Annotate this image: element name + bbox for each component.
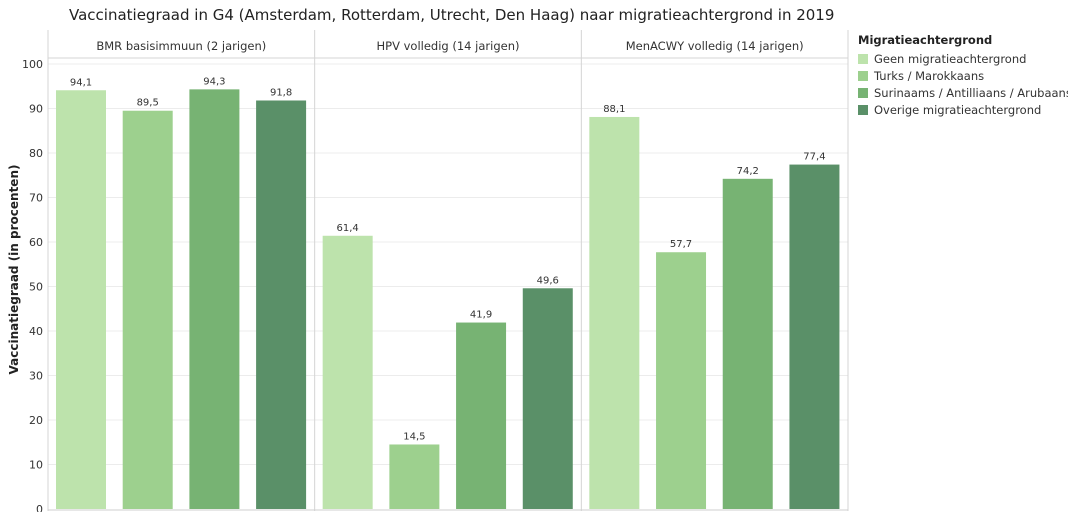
data-label: 74,2: [737, 166, 759, 177]
y-tick-label: 100: [22, 58, 43, 71]
chart-title: Vaccinatiegraad in G4 (Amsterdam, Rotter…: [69, 6, 835, 24]
legend-swatch: [858, 70, 868, 81]
bar: [589, 116, 640, 509]
legend-swatch: [858, 53, 868, 64]
data-label: 57,7: [670, 239, 692, 250]
data-label: 41,9: [470, 310, 492, 321]
data-label: 49,6: [537, 275, 559, 286]
legend-item[interactable]: Overige migratieachtergrond: [858, 101, 1068, 118]
bar: [389, 444, 440, 509]
data-label: 89,5: [137, 98, 159, 109]
chart-canvas: 0 10 20 30 40 50 60 70 80 90 100 Vaccinatiegraad (i…: [7, 30, 849, 512]
y-tick-label: 80: [29, 147, 43, 160]
y-tick-label: 70: [29, 192, 43, 205]
legend: Migratieachtergrond Geen migratieachterg…: [858, 33, 1068, 118]
data-label: 88,1: [603, 104, 625, 115]
bar: [56, 90, 106, 509]
data-label: 91,8: [270, 87, 292, 98]
bar: [456, 322, 507, 509]
bar: [256, 100, 307, 510]
y-tick-label: 10: [29, 459, 43, 472]
y-tick-label: 40: [29, 325, 43, 338]
panel-title: BMR basisimmuun (2 jarigen): [96, 39, 266, 53]
data-label: 94,1: [70, 77, 92, 88]
panel-title: MenACWY volledig (14 jarigen): [626, 39, 804, 53]
bar: [322, 235, 373, 509]
legend-swatch: [858, 87, 868, 98]
panel-title: HPV volledig (14 jarigen): [377, 39, 520, 53]
legend-item[interactable]: Geen migratieachtergrond: [858, 50, 1068, 67]
legend-swatch: [858, 104, 868, 115]
bar: [789, 164, 840, 509]
y-tick-label: 50: [29, 281, 43, 294]
y-axis-title: Vaccinatiegraad (in procenten): [7, 165, 21, 375]
data-label: 14,5: [403, 431, 425, 442]
y-tick-label: 90: [29, 103, 43, 116]
data-label: 61,4: [337, 223, 359, 234]
legend-label: Geen migratieachtergrond: [874, 51, 1027, 66]
legend-label: Surinaams / Antilliaans / Arubaans: [874, 85, 1068, 100]
legend-label: Overige migratieachtergrond: [874, 102, 1042, 117]
legend-title: Migratieachtergrond: [858, 33, 993, 47]
legend-item[interactable]: Turks / Marokkaans: [858, 67, 1068, 84]
bar: [722, 178, 773, 509]
legend-item[interactable]: Surinaams / Antilliaans / Arubaans: [858, 84, 1068, 101]
y-tick-label: 60: [29, 236, 43, 249]
y-tick-label: 0: [36, 503, 43, 512]
bar: [189, 89, 240, 510]
bar: [522, 288, 573, 509]
data-label: 77,4: [803, 152, 825, 163]
bar: [122, 110, 173, 509]
bar: [656, 252, 707, 510]
y-tick-label: 30: [29, 370, 43, 383]
legend-label: Turks / Marokkaans: [874, 68, 985, 83]
y-tick-label: 20: [29, 414, 43, 427]
data-label: 94,3: [203, 76, 225, 87]
